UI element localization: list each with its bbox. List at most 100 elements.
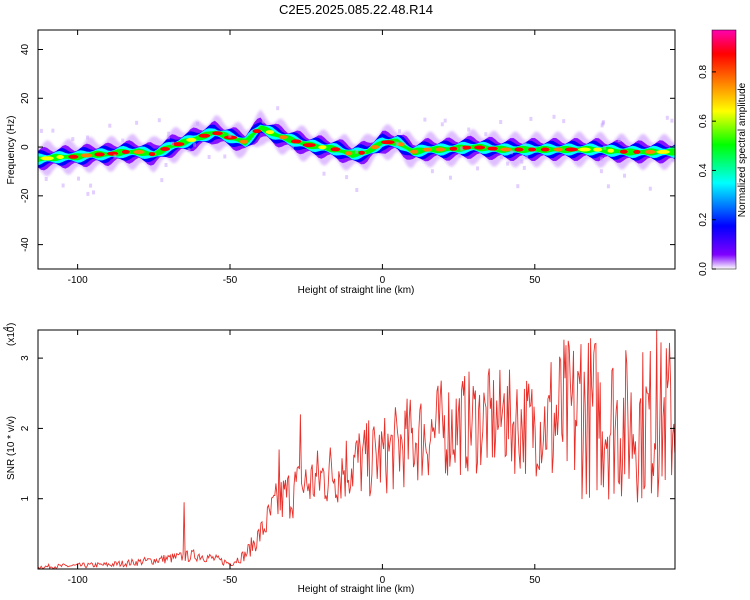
spectrogram-peak xyxy=(252,129,262,134)
spectrogram-speckle xyxy=(506,161,510,166)
spectrogram-y-tick-label: -40 xyxy=(20,237,31,252)
spectrogram-band xyxy=(38,109,675,177)
snr-x-ticks: -100 -50 0 50 xyxy=(68,330,541,586)
spectrogram-peak xyxy=(68,154,79,159)
spectrogram-speckle xyxy=(39,128,43,133)
spectrogram-speckle xyxy=(522,165,526,170)
spectrogram-peak xyxy=(358,150,365,155)
snr-y-multiplier-base: (x10 xyxy=(6,326,17,346)
spectrogram-speckle xyxy=(86,191,90,196)
colorbar-label: Normalized spectral amplitude xyxy=(737,82,748,217)
snr-y-tick-label: 3 xyxy=(20,355,31,361)
spectrogram-speckle xyxy=(665,115,669,120)
spectrogram-speckle xyxy=(92,190,95,195)
spectrogram-speckle xyxy=(529,116,533,121)
spectrogram-speckle xyxy=(108,123,112,128)
spectrogram-speckle xyxy=(276,106,280,111)
spectrogram-y-label: Frequency (Hz) xyxy=(6,116,17,185)
spectrogram-speckle xyxy=(164,163,168,167)
spectrogram-speckle xyxy=(600,123,604,128)
spectrogram-speckle xyxy=(167,131,171,136)
spectrogram-peak xyxy=(278,135,288,140)
spectrogram-y-tick-label: 0 xyxy=(20,144,31,150)
spectrogram-speckle xyxy=(516,184,520,189)
spectrogram-speckle xyxy=(484,132,488,137)
snr-series-line xyxy=(38,330,675,569)
spectrogram-peak xyxy=(633,149,641,154)
spectrogram-speckle xyxy=(398,129,402,134)
spectrogram-speckle xyxy=(44,177,48,181)
spectrogram-speckle xyxy=(223,154,227,159)
spectrogram-speckle xyxy=(86,135,89,140)
spectrogram-peak xyxy=(528,147,537,152)
spectrogram-peak xyxy=(578,147,591,152)
spectrogram-speckle xyxy=(623,173,626,178)
spectrogram-speckle xyxy=(440,122,444,127)
spectrogram-peak xyxy=(212,131,223,136)
spectrogram-y-tick-label: 20 xyxy=(20,92,31,104)
spectrogram-peak xyxy=(593,147,603,152)
spectrogram-speckle xyxy=(510,150,514,155)
spectrogram-peak xyxy=(148,152,156,157)
spectrogram-peak xyxy=(619,149,628,154)
spectrogram-x-tick-label: 50 xyxy=(529,275,541,286)
spectrogram-peak xyxy=(474,145,486,150)
spectrogram-y-ticks: -40 -20 0 20 40 xyxy=(20,44,675,252)
spectrogram-speckle xyxy=(449,175,452,180)
spectrogram-band xyxy=(38,125,675,163)
spectrogram-speckle xyxy=(135,120,139,125)
colorbar-tick-label: 0.4 xyxy=(698,163,709,177)
spectrogram-peak xyxy=(564,147,578,152)
spectrogram-peak xyxy=(318,145,327,150)
snr-x-tick-label: 0 xyxy=(380,575,386,586)
spectrogram-band xyxy=(38,117,675,171)
snr-frame xyxy=(37,329,676,570)
spectrogram-peak xyxy=(198,133,211,138)
colorbar-tick-label: 0.2 xyxy=(698,212,709,226)
spectrogram-speckle xyxy=(228,133,232,138)
spectrogram-speckle xyxy=(500,154,503,159)
snr-y-multiplier-exp: 4 xyxy=(2,326,11,331)
spectrogram-speckle xyxy=(61,183,65,188)
spectrogram-speckle xyxy=(196,121,200,126)
spectrogram-peak xyxy=(487,146,498,151)
spectrogram-speckle xyxy=(77,176,80,181)
snr-x-tick-label: -100 xyxy=(68,575,88,586)
spectrogram-speckle xyxy=(89,183,93,188)
spectrogram-speckle xyxy=(606,184,610,189)
spectrogram-speckle xyxy=(355,188,359,192)
colorbar-tick-label: 0.0 xyxy=(698,262,709,276)
spectrogram-y-tick-label: -20 xyxy=(20,188,31,203)
spectrogram-peak xyxy=(302,143,316,148)
spectrogram-peak xyxy=(56,155,64,159)
spectrogram-peak xyxy=(344,151,353,156)
spectrogram-peak xyxy=(172,142,185,147)
spectrogram-peak xyxy=(121,149,130,154)
spectrogram-speckle xyxy=(458,153,462,158)
spectrogram-speckle xyxy=(552,114,556,119)
spectrogram-x-ticks: -100 -50 0 50 xyxy=(68,30,541,286)
spectrogram-speckle xyxy=(671,157,675,162)
spectrogram-peak xyxy=(435,147,446,152)
spectrogram-peak xyxy=(381,140,395,145)
spectrogram-speckle xyxy=(121,138,125,143)
spectrogram-speckle xyxy=(160,178,164,183)
spectrogram-peak xyxy=(514,147,524,152)
spectrogram-peak xyxy=(500,147,512,152)
spectrogram-speckle xyxy=(193,142,196,147)
colorbar-tick-label: 0.6 xyxy=(698,114,709,128)
spectrogram-speckle xyxy=(354,149,358,154)
spectrogram-peak xyxy=(330,147,341,152)
spectrogram-speckle xyxy=(187,148,191,153)
spectrogram-band xyxy=(38,124,675,166)
colorbar-tick-label: 0.8 xyxy=(698,64,709,78)
spectrogram-speckle xyxy=(670,118,674,123)
spectrogram-peak xyxy=(461,145,472,150)
spectrogram-speckle xyxy=(51,128,55,133)
snr-y-label: SNR (10 * v/v) xyxy=(6,416,17,480)
colorbar: 0.0 0.2 0.4 0.6 0.8 Normalized spectral ampl… xyxy=(698,29,748,276)
spectrogram-speckle xyxy=(322,171,326,176)
spectrogram-speckle xyxy=(460,146,464,151)
spectrogram-peak xyxy=(186,137,197,142)
